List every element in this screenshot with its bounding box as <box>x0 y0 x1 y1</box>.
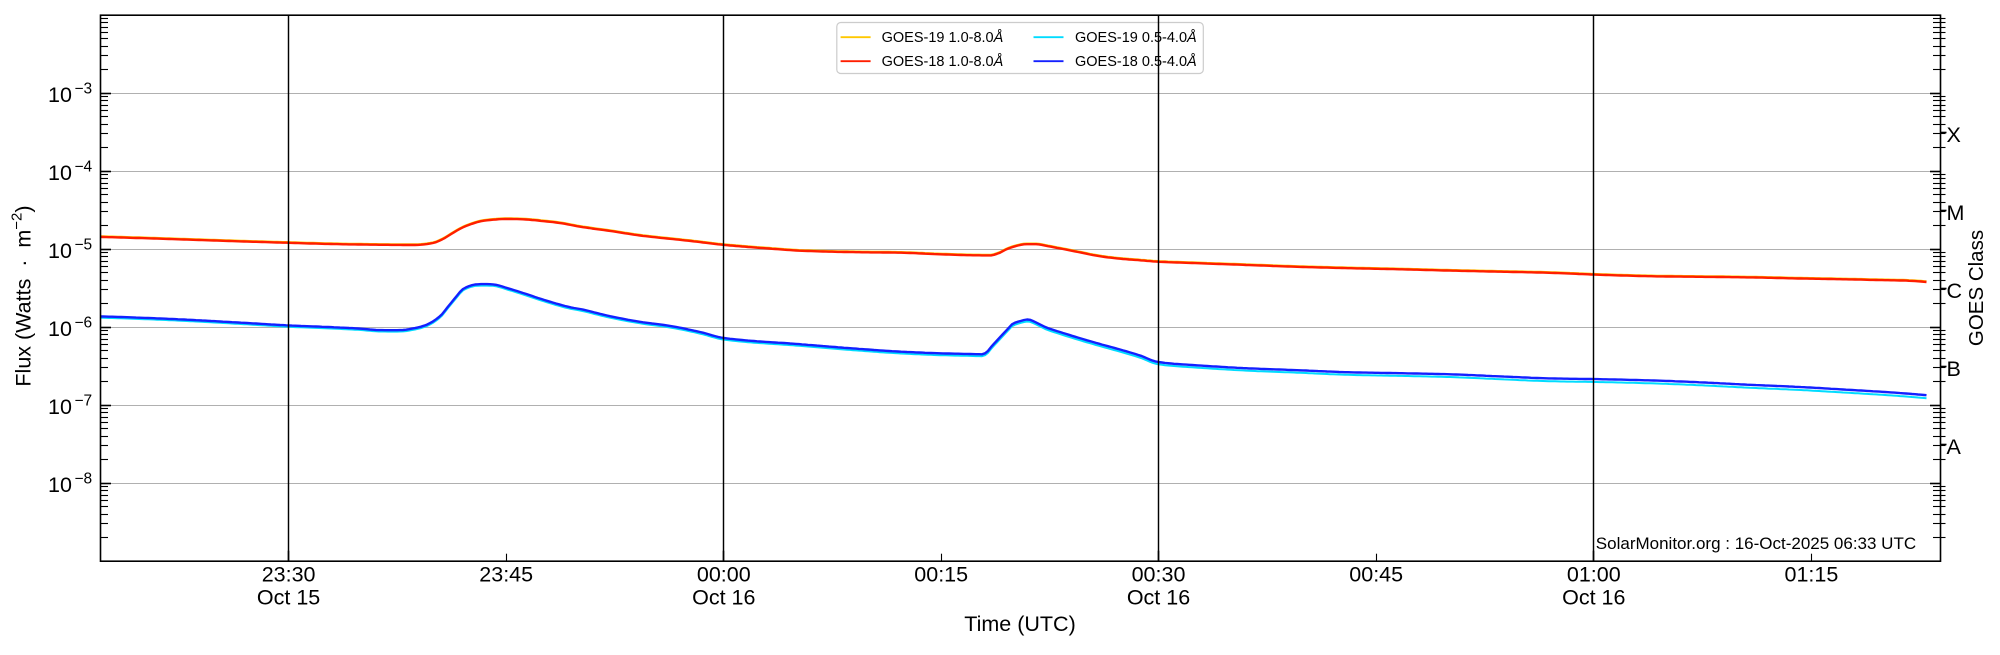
svg-text:−8: −8 <box>75 471 93 488</box>
svg-text:GOES-19 1.0-8.0Å: GOES-19 1.0-8.0Å <box>882 29 1004 46</box>
svg-text:10: 10 <box>48 317 72 341</box>
svg-text:−4: −4 <box>75 159 93 176</box>
svg-text:00:00: 00:00 <box>697 563 751 587</box>
svg-text:−5: −5 <box>75 237 93 254</box>
svg-text:01:15: 01:15 <box>1784 563 1838 587</box>
svg-text:Oct 16: Oct 16 <box>692 586 755 610</box>
svg-text:10: 10 <box>48 161 72 185</box>
svg-text:Oct 15: Oct 15 <box>257 586 320 610</box>
svg-text:23:30: 23:30 <box>262 563 316 587</box>
svg-text:00:45: 00:45 <box>1349 563 1403 587</box>
svg-text:10: 10 <box>48 83 72 107</box>
svg-text:C: C <box>1947 279 1963 303</box>
svg-text:10: 10 <box>48 239 72 263</box>
svg-text:B: B <box>1947 357 1961 381</box>
svg-text:A: A <box>1947 435 1962 459</box>
svg-text:00:15: 00:15 <box>914 563 968 587</box>
svg-text:Flux (Watts · m−2): Flux (Watts · m−2) <box>9 205 36 386</box>
svg-text:Time (UTC): Time (UTC) <box>964 612 1075 636</box>
svg-text:M: M <box>1947 201 1965 225</box>
svg-text:GOES Class: GOES Class <box>1965 230 1988 346</box>
svg-text:GOES-19 0.5-4.0Å: GOES-19 0.5-4.0Å <box>1075 29 1197 46</box>
svg-text:Oct 16: Oct 16 <box>1127 586 1190 610</box>
svg-text:10: 10 <box>48 395 72 419</box>
svg-text:00:30: 00:30 <box>1132 563 1186 587</box>
svg-text:X: X <box>1947 123 1961 147</box>
svg-text:01:00: 01:00 <box>1567 563 1621 587</box>
svg-text:SolarMonitor.org : 16-Oct-2025: SolarMonitor.org : 16-Oct-2025 06:33 UTC <box>1596 534 1916 553</box>
svg-text:10: 10 <box>48 473 72 497</box>
svg-text:23:45: 23:45 <box>479 563 533 587</box>
svg-text:−7: −7 <box>75 393 93 410</box>
svg-text:Oct 16: Oct 16 <box>1562 586 1625 610</box>
svg-text:GOES-18 1.0-8.0Å: GOES-18 1.0-8.0Å <box>882 53 1004 70</box>
svg-text:−6: −6 <box>75 315 93 332</box>
svg-text:−3: −3 <box>75 81 93 98</box>
svg-text:GOES-18 0.5-4.0Å: GOES-18 0.5-4.0Å <box>1075 53 1197 70</box>
